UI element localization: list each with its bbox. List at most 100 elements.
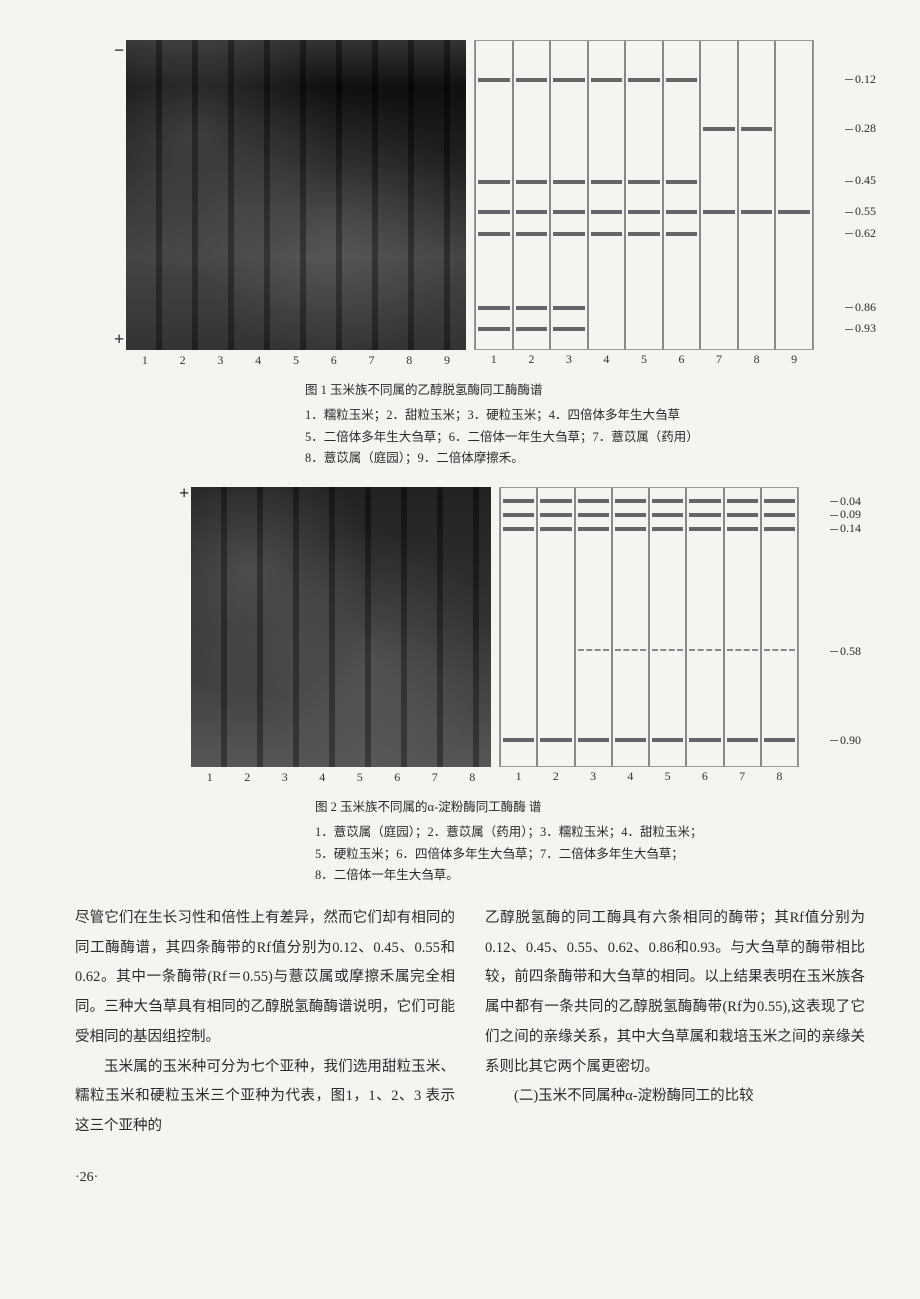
enzyme-band — [666, 232, 698, 236]
diagram-lane — [700, 41, 738, 349]
rf-value-label: 0.93 — [855, 321, 876, 336]
enzyme-band — [615, 513, 646, 517]
enzyme-band — [652, 527, 683, 531]
enzyme-band — [615, 649, 646, 651]
lane-number: 1 — [516, 769, 522, 784]
rf-value-label: 0.55 — [855, 204, 876, 219]
enzyme-band — [727, 649, 758, 651]
enzyme-band — [652, 649, 683, 651]
enzyme-band — [778, 210, 810, 214]
enzyme-band — [516, 78, 548, 82]
rf-value-label: 0.58 — [840, 644, 861, 659]
enzyme-band — [764, 499, 795, 503]
left-para-1: 尽管它们在生长习性和倍性上有差异，然而它们却有相同的同工酶酶谱，其四条酶带的Rf… — [75, 904, 455, 1053]
diagram-lane — [649, 488, 686, 766]
figure-1-gel-photo: − + 123456789 — [126, 40, 466, 350]
page-number: ·26· — [75, 1170, 865, 1186]
enzyme-band — [553, 327, 585, 331]
enzyme-band — [727, 499, 758, 503]
enzyme-band — [652, 513, 683, 517]
polarity-plus: + — [114, 329, 124, 350]
enzyme-band — [764, 513, 795, 517]
figure-1-diagram-lane-numbers: 123456789 — [475, 352, 813, 367]
lane-number: 3 — [590, 769, 596, 784]
enzyme-band — [615, 738, 646, 742]
enzyme-band — [689, 738, 720, 742]
enzyme-band — [516, 327, 548, 331]
figure-1-diagram: 123456789 0.120.280.450.550.620.860.93 — [474, 40, 814, 350]
figure-1: − + 123456789 123456789 0.120.280.450.55… — [75, 40, 865, 469]
enzyme-band — [764, 649, 795, 651]
right-para-2: (二)玉米不同属种α-淀粉酶同工的比较 — [485, 1082, 865, 1112]
lane-number: 6 — [679, 352, 685, 367]
lane-number: 1 — [142, 353, 148, 368]
enzyme-band — [591, 78, 623, 82]
enzyme-band — [540, 527, 571, 531]
diagram-lane — [588, 41, 626, 349]
lane-number: 7 — [739, 769, 745, 784]
rf-value-label: 0.90 — [840, 733, 861, 748]
enzyme-band — [553, 78, 585, 82]
enzyme-band — [578, 649, 609, 651]
enzyme-band — [727, 527, 758, 531]
left-para-2: 玉米属的玉米种可分为七个亚种，我们选用甜粒玉米、糯粒玉米和硬粒玉米三个亚种为代表… — [75, 1053, 455, 1142]
diagram-lane — [761, 488, 798, 766]
diagram-lane — [475, 41, 513, 349]
enzyme-band — [553, 306, 585, 310]
enzyme-band — [764, 527, 795, 531]
rf-value-label: 0.09 — [840, 507, 861, 522]
enzyme-band — [478, 180, 510, 184]
lane-number: 3 — [566, 352, 572, 367]
figure-1-caption-line-2: 5．二倍体多年生大刍草；6．二倍体一年生大刍草；7．薏苡属（药用） — [305, 427, 865, 448]
lane-number: 4 — [255, 353, 261, 368]
diagram-lane — [550, 41, 588, 349]
right-column: 乙醇脱氢酶的同工酶具有六条相同的酶带；其Rf值分别为0.12、0.45、0.55… — [485, 904, 865, 1142]
lane-number: 4 — [603, 352, 609, 367]
lane-number: 4 — [627, 769, 633, 784]
rf-value-label: 0.62 — [855, 226, 876, 241]
enzyme-band — [578, 499, 609, 503]
enzyme-band — [764, 738, 795, 742]
lane-number: 7 — [368, 353, 374, 368]
figure-1-caption-line-1: 1．糯粒玉米；2．甜粒玉米；3．硬粒玉米；4．四倍体多年生大刍草 — [305, 405, 865, 426]
diagram-lane — [686, 488, 723, 766]
polarity-plus-2: + — [179, 483, 189, 504]
figure-1-gel-lane-numbers: 123456789 — [126, 353, 466, 368]
enzyme-band — [516, 210, 548, 214]
lane-number: 5 — [357, 770, 363, 785]
enzyme-band — [628, 78, 660, 82]
enzyme-band — [503, 513, 534, 517]
enzyme-band — [741, 210, 773, 214]
figure-2-caption-line-3: 8．二倍体一年生大刍草。 — [315, 865, 865, 886]
gel-background-2 — [191, 487, 491, 767]
diagram-lane — [775, 41, 813, 349]
lane-number: 1 — [207, 770, 213, 785]
enzyme-band — [615, 527, 646, 531]
enzyme-band — [652, 499, 683, 503]
lane-number: 2 — [553, 769, 559, 784]
enzyme-band — [516, 180, 548, 184]
enzyme-band — [553, 232, 585, 236]
rf-value-label: 0.45 — [855, 173, 876, 188]
enzyme-band — [478, 210, 510, 214]
enzyme-band — [666, 210, 698, 214]
enzyme-band — [478, 78, 510, 82]
enzyme-band — [478, 327, 510, 331]
gel-background — [126, 40, 466, 350]
figure-2-caption-line-1: 1．薏苡属（庭园）；2．薏苡属（药用）；3．糯粒玉米；4．甜粒玉米； — [315, 822, 865, 843]
diagram-lane — [513, 41, 551, 349]
enzyme-band — [628, 210, 660, 214]
enzyme-band — [666, 78, 698, 82]
lane-number: 8 — [776, 769, 782, 784]
lane-number: 2 — [244, 770, 250, 785]
enzyme-band — [615, 499, 646, 503]
enzyme-band — [516, 232, 548, 236]
enzyme-band — [703, 127, 735, 131]
enzyme-band — [591, 180, 623, 184]
enzyme-band — [578, 738, 609, 742]
enzyme-band — [703, 210, 735, 214]
enzyme-band — [689, 499, 720, 503]
diagram-lane — [663, 41, 701, 349]
enzyme-band — [540, 499, 571, 503]
diagram-lane — [738, 41, 776, 349]
